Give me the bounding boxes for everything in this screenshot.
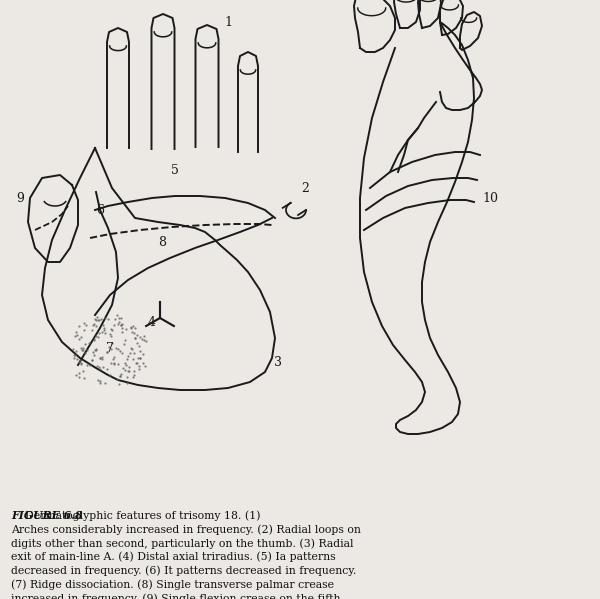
Text: 7: 7 (106, 341, 114, 355)
Text: 1: 1 (224, 16, 232, 29)
Text: 3: 3 (274, 355, 282, 368)
Text: 6: 6 (96, 204, 104, 216)
Text: 10: 10 (482, 192, 498, 204)
Text: 4: 4 (148, 316, 156, 328)
Text: 9: 9 (16, 192, 24, 204)
Text: 2: 2 (301, 181, 309, 195)
Text: 5: 5 (171, 164, 179, 177)
Text: 8: 8 (158, 235, 166, 249)
Text: Dermatoglyphic features of trisomy 18. (1)
Arches considerably increased in freq: Dermatoglyphic features of trisomy 18. (… (11, 510, 361, 599)
Text: FIGURE 6.8: FIGURE 6.8 (11, 510, 82, 521)
